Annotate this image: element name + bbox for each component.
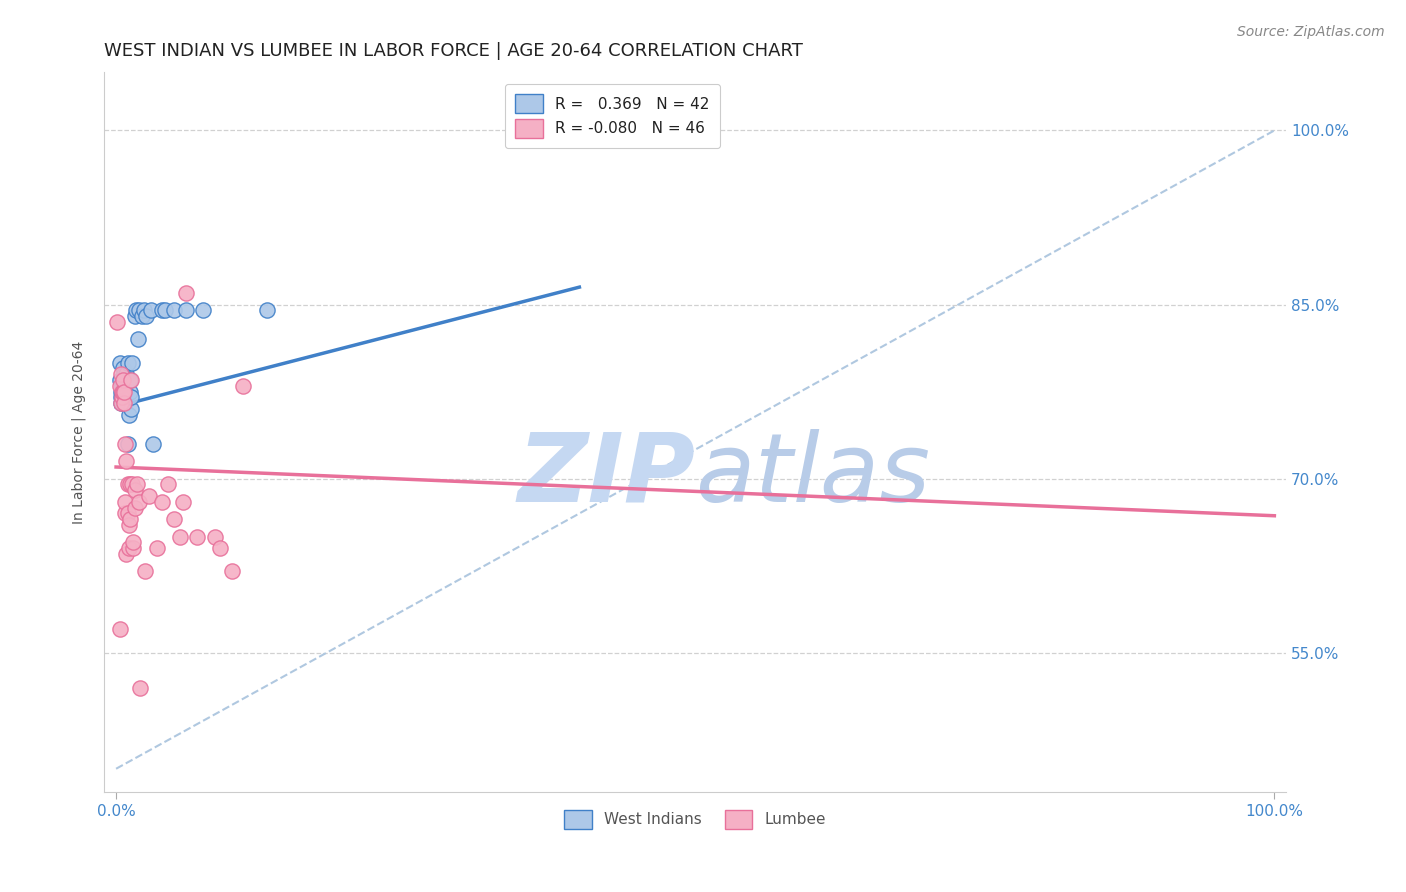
Point xyxy=(114,396,136,410)
Point xyxy=(152,303,174,318)
Point xyxy=(110,396,132,410)
Point xyxy=(163,303,186,318)
Point xyxy=(112,367,135,381)
Text: WEST INDIAN VS LUMBEE IN LABOR FORCE | AGE 20-64 CORRELATION CHART: WEST INDIAN VS LUMBEE IN LABOR FORCE | A… xyxy=(104,42,803,60)
Point xyxy=(117,355,139,369)
Point xyxy=(112,378,135,392)
Point xyxy=(127,332,149,346)
Point xyxy=(115,367,138,381)
Point xyxy=(256,303,278,318)
Point xyxy=(108,378,131,392)
Point xyxy=(110,390,132,404)
Point xyxy=(108,355,131,369)
Point xyxy=(118,408,141,422)
Point xyxy=(122,535,145,549)
Point xyxy=(221,565,243,579)
Point xyxy=(172,495,194,509)
Point xyxy=(124,309,146,323)
Point xyxy=(118,541,141,556)
Point xyxy=(112,396,135,410)
Point xyxy=(129,681,152,695)
Point xyxy=(125,303,148,318)
Point xyxy=(112,390,135,404)
Point xyxy=(169,530,191,544)
Point xyxy=(111,390,134,404)
Point xyxy=(110,396,132,410)
Point xyxy=(157,477,180,491)
Point xyxy=(105,315,128,329)
Point xyxy=(132,303,155,318)
Point xyxy=(114,495,136,509)
Point xyxy=(139,303,162,318)
Point xyxy=(117,373,139,387)
Point xyxy=(131,309,153,323)
Point xyxy=(163,512,186,526)
Point xyxy=(114,437,136,451)
Point xyxy=(122,541,145,556)
Point xyxy=(114,507,136,521)
Point xyxy=(117,477,139,491)
Point xyxy=(128,303,150,318)
Point xyxy=(120,402,142,417)
Point xyxy=(111,390,134,404)
Point xyxy=(118,518,141,533)
Text: Source: ZipAtlas.com: Source: ZipAtlas.com xyxy=(1237,25,1385,39)
Point xyxy=(117,437,139,451)
Point xyxy=(115,547,138,561)
Point xyxy=(118,477,141,491)
Point xyxy=(124,483,146,498)
Point xyxy=(110,384,132,399)
Point xyxy=(152,495,174,509)
Point xyxy=(112,384,135,399)
Point xyxy=(204,530,226,544)
Point xyxy=(111,373,134,387)
Point xyxy=(118,384,141,399)
Point xyxy=(138,489,160,503)
Point xyxy=(111,378,134,392)
Point xyxy=(108,373,131,387)
Point xyxy=(124,500,146,515)
Point xyxy=(111,384,134,399)
Point xyxy=(174,285,197,300)
Y-axis label: In Labor Force | Age 20-64: In Labor Force | Age 20-64 xyxy=(72,341,86,524)
Point xyxy=(111,361,134,376)
Point xyxy=(110,367,132,381)
Point xyxy=(118,512,141,526)
Point xyxy=(232,378,254,392)
Point xyxy=(121,355,143,369)
Point xyxy=(134,565,156,579)
Point xyxy=(121,477,143,491)
Point xyxy=(111,384,134,399)
Point xyxy=(115,373,138,387)
Point xyxy=(117,507,139,521)
Point xyxy=(174,303,197,318)
Point xyxy=(120,390,142,404)
Point xyxy=(135,309,157,323)
Legend: West Indians, Lumbee: West Indians, Lumbee xyxy=(558,804,832,835)
Point xyxy=(142,437,165,451)
Point xyxy=(114,373,136,387)
Point xyxy=(209,541,232,556)
Point xyxy=(118,373,141,387)
Point xyxy=(111,384,134,399)
Text: ZIP: ZIP xyxy=(517,429,695,522)
Point xyxy=(115,454,138,468)
Point xyxy=(125,477,148,491)
Point xyxy=(186,530,208,544)
Point xyxy=(108,623,131,637)
Point xyxy=(120,373,142,387)
Point xyxy=(114,384,136,399)
Point xyxy=(128,495,150,509)
Point xyxy=(145,541,167,556)
Point xyxy=(191,303,214,318)
Point xyxy=(111,396,134,410)
Text: atlas: atlas xyxy=(695,429,931,522)
Point xyxy=(153,303,176,318)
